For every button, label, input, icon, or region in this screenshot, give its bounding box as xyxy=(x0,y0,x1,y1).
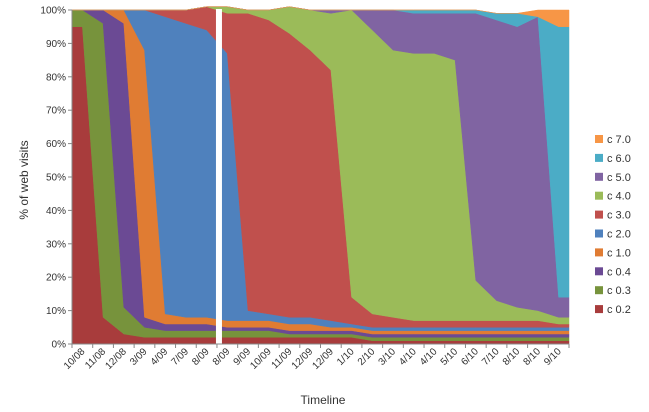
legend-swatch xyxy=(595,229,603,238)
legend-label: c 6.0 xyxy=(607,153,631,165)
legend-label: c 7.0 xyxy=(607,134,631,146)
legend-label: c 3.0 xyxy=(607,210,631,222)
series-area-c-7_0 xyxy=(72,6,570,27)
legend-swatch xyxy=(595,172,603,181)
legend-label: c 0.2 xyxy=(607,304,631,316)
x-tick-label: 12/09 xyxy=(290,346,316,372)
legend-label: c 1.0 xyxy=(607,247,631,259)
x-tick-label: 3/10 xyxy=(377,346,399,368)
x-tick-label: 12/09 xyxy=(311,346,337,372)
y-tick-label: 0% xyxy=(52,340,67,351)
y-tick-label: 60% xyxy=(46,139,66,150)
y-tick-label: 30% xyxy=(46,239,66,250)
x-tick-label: 3/09 xyxy=(128,346,150,368)
x-tick-label: 9/10 xyxy=(542,346,564,368)
x-axis-title: Timeline xyxy=(301,393,346,407)
y-tick-label: 70% xyxy=(46,106,66,117)
legend: c 7.0 c 6.0 c 5.0 c 4.0 c 3.0 c 2.0 c 1.0 c 0.4… xyxy=(595,134,631,316)
x-tick-label: 4/09 xyxy=(149,346,171,368)
x-tick-label: 8/10 xyxy=(522,346,544,368)
x-tick-label: 7/09 xyxy=(169,346,191,368)
y-tick-label: 40% xyxy=(46,206,66,217)
y-tick-label: 90% xyxy=(46,39,66,50)
data-gap xyxy=(215,9,222,344)
legend-swatch xyxy=(595,286,603,295)
x-tick-label: 7/10 xyxy=(480,346,502,368)
x-tick-label: 11/08 xyxy=(83,346,108,371)
legend-swatch xyxy=(595,210,603,219)
legend-label: c 0.3 xyxy=(607,285,631,297)
x-tick-label: 4/10 xyxy=(397,346,419,368)
legend-swatch xyxy=(595,191,603,200)
x-tick-label: 2/10 xyxy=(356,346,378,368)
y-tick-label: 50% xyxy=(46,173,66,184)
x-tick-label: 6/10 xyxy=(459,346,481,368)
legend-swatch xyxy=(595,135,603,143)
stacked-areas xyxy=(71,6,570,345)
legend-swatch xyxy=(595,248,603,257)
x-tick-label: 4/10 xyxy=(418,346,440,368)
x-tick-label: 1/10 xyxy=(335,346,357,368)
x-tick-label: 8/09 xyxy=(190,346,212,368)
x-tick-label: 10/09 xyxy=(248,346,274,372)
y-tick-label: 10% xyxy=(46,306,66,317)
legend-swatch xyxy=(595,153,603,162)
x-tick-label: 12/08 xyxy=(103,346,129,372)
legend-swatch xyxy=(595,267,603,276)
y-axis-title: % of web visits xyxy=(17,140,31,219)
legend-label: c 0.4 xyxy=(607,266,631,278)
legend-label: c 4.0 xyxy=(607,191,631,203)
legend-label: c 2.0 xyxy=(607,229,631,241)
y-tick-label: 100% xyxy=(40,6,66,17)
y-tick-label: 80% xyxy=(46,72,66,83)
y-tick-label: 20% xyxy=(46,273,66,284)
x-tick-label: 8/10 xyxy=(501,346,523,368)
y-axis-ticks: 0% 10% 20% 30% 40% 50% 60% 70% 80% 90% 100% xyxy=(40,6,72,351)
legend-label: c 5.0 xyxy=(607,172,631,184)
x-tick-label: 11/09 xyxy=(270,346,295,371)
x-tick-label: 8/09 xyxy=(211,346,233,368)
x-tick-label: 5/10 xyxy=(439,346,461,368)
legend-swatch xyxy=(595,305,603,314)
